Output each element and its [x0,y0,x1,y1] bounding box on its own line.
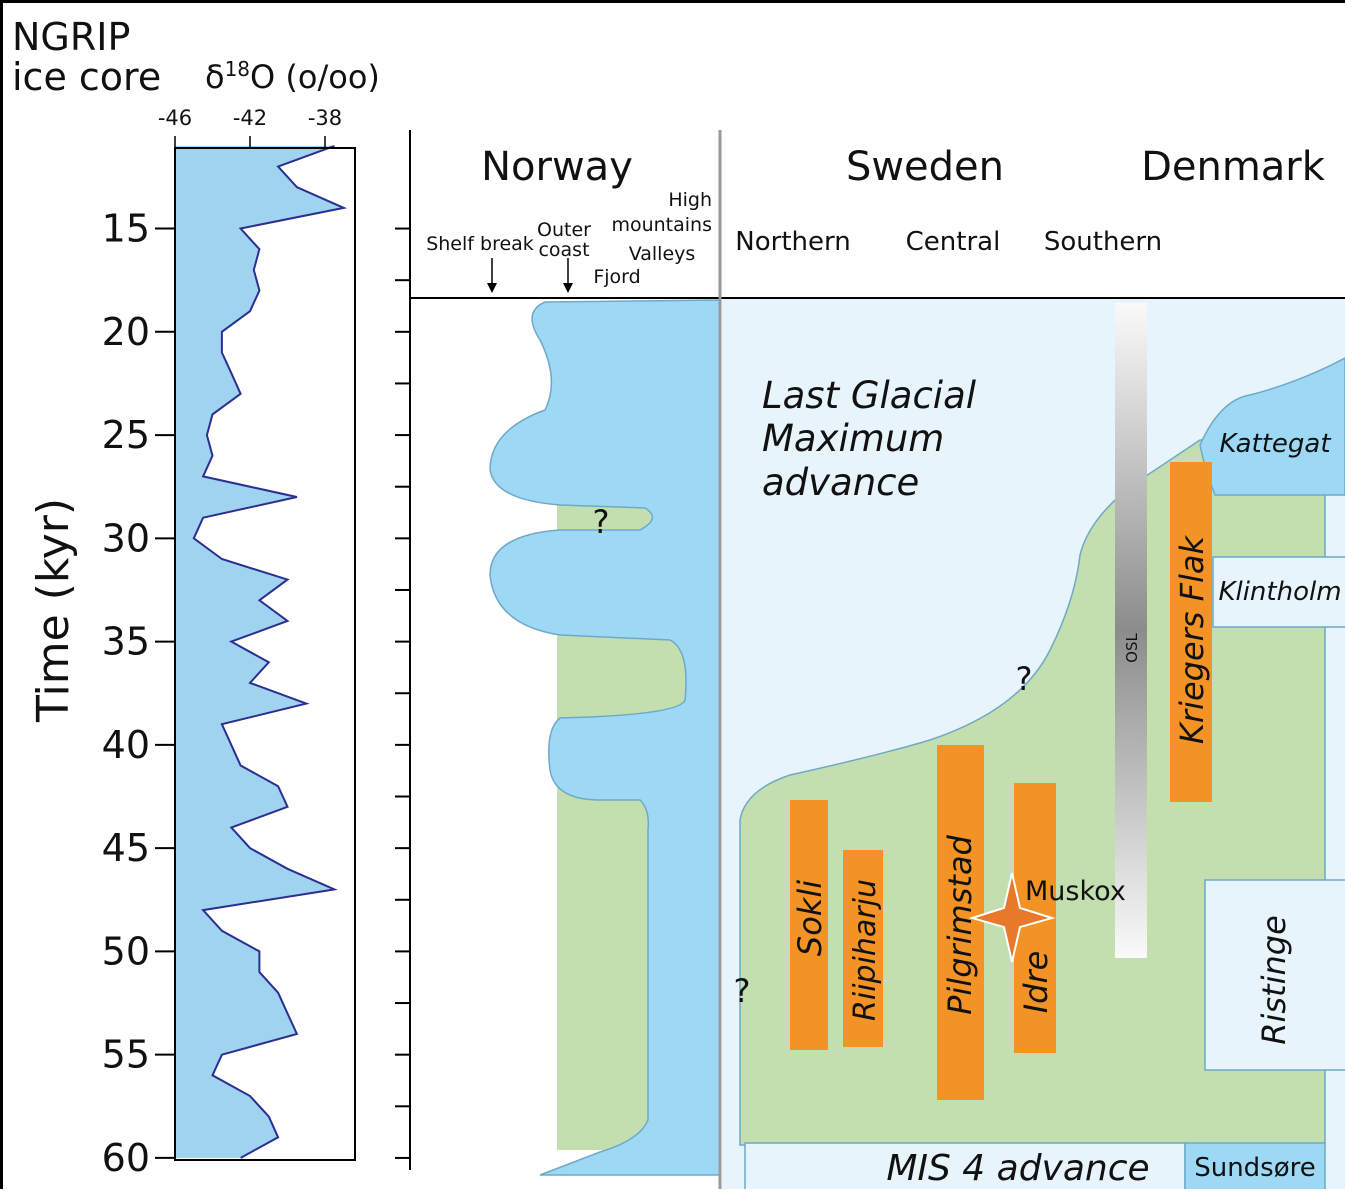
question-mark: ? [593,503,610,541]
zone-label: coast [538,239,589,261]
y-tick-label: 55 [102,1033,150,1077]
zone-label: Southern [1044,227,1162,257]
ice-core-panel: -46 -42 -38 15 20 25 30 35 40 45 50 55 60 [102,106,356,1180]
lgm-label: Last Glacial [762,374,977,417]
lgm-label: Maximum [762,417,944,460]
muskox-star [968,872,1056,963]
y-tick-label: 25 [102,413,150,457]
y-tick-label: 60 [102,1136,150,1180]
klintholm-box [1212,556,1345,628]
osl-label: OSL [1123,633,1141,663]
y-tick-label: 35 [102,620,150,664]
d18o-line [192,144,348,1159]
zone-label: Fjord [593,266,640,288]
y-tick-label: 20 [102,310,150,354]
panel-frame [174,147,356,1161]
x-tick-label: -42 [233,106,267,130]
question-mark: ? [734,972,751,1010]
title-line: ice core [12,55,161,99]
x-tick-label: -46 [158,106,192,130]
question-mark: ? [1016,660,1033,698]
site-bar [843,850,883,1047]
country: Denmark [1141,144,1326,190]
ristinge-box [1204,879,1345,1071]
zone-label: Central [906,227,1001,257]
site-label: Kattegat [1219,429,1331,459]
zone-label: High [668,189,712,211]
d18o-area [175,145,344,1158]
site-label: Sokli [791,880,829,956]
zone-label: Shelf break [426,233,534,255]
diagram: Norway Sweden Denmark Shelf break Outer … [395,130,1345,1193]
site-label: Klintholm [1218,577,1341,607]
country: Norway [481,144,633,190]
arrow-head [487,283,497,293]
y-tick-label: 30 [102,516,150,560]
y-tick-label: 15 [102,207,150,251]
y-tick-label: 50 [102,929,150,973]
zone-label: Outer [537,219,591,241]
site-label: Ristinge [1255,915,1293,1045]
arrow-head [563,283,573,293]
title-line: NGRIP [12,15,130,59]
site-bar [1170,462,1212,802]
x-axis-label: δ18O (o/oo) [205,57,380,96]
zone-label: Northern [735,227,850,257]
site-label: Pilgrimstad [941,834,979,1014]
mis4-label: MIS 4 advance [886,1148,1149,1189]
norway-ice [489,299,721,1176]
sundsore-box [1184,1142,1326,1193]
x-tick-label: -38 [308,106,342,130]
y-tick-label: 45 [102,826,150,870]
lgm-label: advance [762,461,919,504]
y-axis-label: Time (kyr) [28,498,79,723]
zone-label: mountains [611,214,712,236]
site-bar [790,800,828,1050]
muskox-label: Muskox [1025,876,1126,907]
zone-label: Valleys [629,243,696,265]
site-label: Kriegers Flak [1173,534,1211,744]
site-label: Idre [1017,951,1055,1014]
country: Sweden [846,144,1004,190]
sundsore-label: Sundsøre [1194,1153,1316,1183]
site-bar [937,745,984,1100]
y-tick-label: 40 [102,723,150,767]
osl-bar [1115,303,1147,958]
site-label: Riipiharju [848,879,883,1021]
